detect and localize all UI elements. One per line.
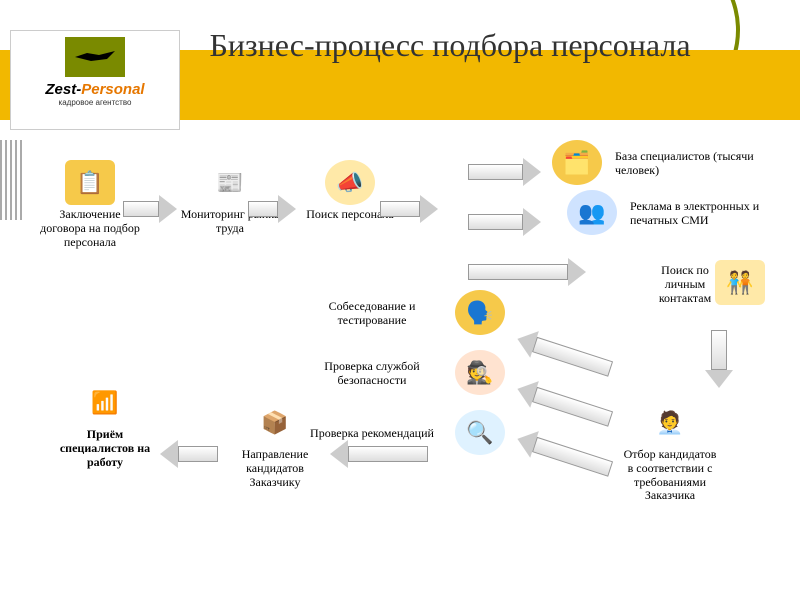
- security-icon: 🕵️: [455, 350, 505, 395]
- node-database: 🗂️ База специалистов (тысячи человек): [545, 140, 775, 188]
- logo-mark: [65, 37, 125, 77]
- arrow-5: [468, 258, 586, 286]
- database-icon: 🗂️: [552, 140, 602, 185]
- refs-icon: 🔍: [455, 410, 505, 455]
- logo-subtitle: кадровое агентство: [11, 98, 179, 107]
- arrow-8: [513, 376, 615, 433]
- hire-label: Приём специалистов на работу: [55, 428, 155, 469]
- contract-icon: 📋: [65, 160, 115, 205]
- node-contacts: 🧑‍🤝‍🧑Поиск по личным контактам: [690, 260, 790, 308]
- node-security: Проверка службой безопасности 🕵️: [302, 350, 512, 398]
- ads-label: Реклама в электронных и печатных СМИ: [630, 200, 790, 228]
- logo-accent: Personal: [81, 81, 144, 98]
- database-label: База специалистов (тысячи человек): [615, 150, 775, 178]
- logo: Zest-Personal кадровое агентство: [10, 30, 180, 130]
- node-hire: 📶Приём специалистов на работу: [55, 380, 155, 469]
- selection-icon: 🧑‍💼: [645, 400, 695, 445]
- arrow-7: [513, 426, 615, 483]
- interview-icon: 🗣️: [455, 290, 505, 335]
- arrow-0: [123, 195, 177, 223]
- node-interview: Собеседование и тестирование 🗣️: [302, 290, 512, 338]
- bird-icon: [75, 47, 115, 67]
- selection-label: Отбор кандидатов в соответствии с требов…: [620, 448, 720, 503]
- arrow-11: [160, 440, 218, 468]
- node-send: 📦Направление кандидатов Заказчику: [225, 400, 325, 489]
- decorative-hatching: [0, 140, 22, 220]
- node-selection: 🧑‍💼Отбор кандидатов в соответствии с тре…: [620, 400, 720, 503]
- page-title: Бизнес-процесс подбора персонала: [200, 28, 700, 63]
- security-label: Проверка службой безопасности: [302, 360, 442, 388]
- send-icon: 📦: [250, 400, 300, 445]
- node-ads: 👥 Реклама в электронных и печатных СМИ: [560, 190, 790, 238]
- search-icon: 📣: [325, 160, 375, 205]
- arrow-2: [380, 195, 438, 223]
- contacts-label: Поиск по личным контактам: [640, 264, 730, 305]
- arrow-4: [468, 208, 541, 236]
- hire-icon: 📶: [80, 380, 130, 425]
- logo-main: Zest-: [45, 81, 81, 98]
- arrow-3: [468, 158, 541, 186]
- logo-text: Zest-Personal: [11, 81, 179, 98]
- arrow-6: [705, 330, 733, 388]
- ads-icon: 👥: [567, 190, 617, 235]
- interview-label: Собеседование и тестирование: [302, 300, 442, 328]
- arrow-9: [513, 326, 615, 383]
- send-label: Направление кандидатов Заказчику: [225, 448, 325, 489]
- arrow-10: [330, 440, 428, 468]
- arrow-1: [248, 195, 296, 223]
